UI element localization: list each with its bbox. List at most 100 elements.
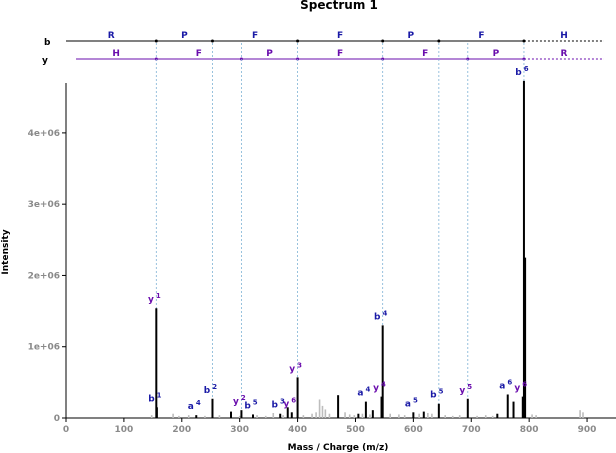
ion-number: 3 xyxy=(280,398,285,406)
y-tick-label: 3e+06 xyxy=(28,200,60,210)
ion-number: 2 xyxy=(241,394,246,402)
ion-number: 5 xyxy=(467,383,472,391)
ion-number: 4 xyxy=(382,309,387,317)
ion-type: b xyxy=(204,386,211,396)
ion-number: 5 xyxy=(439,388,444,396)
ion-number: 6 xyxy=(507,378,512,386)
b-residue: P xyxy=(407,31,414,41)
b-break-dot xyxy=(154,39,158,43)
b-residue: H xyxy=(560,31,568,41)
ion-number: 1 xyxy=(157,391,162,399)
b-ladder-label: b xyxy=(44,38,51,48)
ion-type: b xyxy=(430,391,437,401)
b-residue: R xyxy=(108,31,115,41)
annotated-peaks xyxy=(155,80,527,418)
ion-type: a xyxy=(357,389,363,399)
ion-type: b xyxy=(515,68,522,78)
ion-number: 4 xyxy=(365,386,370,394)
ion-type: b xyxy=(374,312,381,322)
b-break-dot xyxy=(437,39,441,43)
ion-type: a xyxy=(499,381,505,391)
b-residue: F xyxy=(252,31,258,41)
axes xyxy=(65,83,616,419)
b-break-dot xyxy=(381,39,385,43)
ion-type: y xyxy=(373,384,379,394)
ion-number: 2 xyxy=(212,383,217,391)
b-residue: F xyxy=(478,31,484,41)
b-break-dot xyxy=(296,39,300,43)
ion-type: b xyxy=(272,401,279,411)
ion-number: 6 xyxy=(291,396,296,404)
y-residue: H xyxy=(112,49,120,59)
b-break-dot xyxy=(210,39,214,43)
ion-type: y xyxy=(148,295,154,305)
y-residue: F xyxy=(422,49,428,59)
y-tick-label: 1e+06 xyxy=(28,343,60,353)
x-tick-label: 600 xyxy=(404,425,423,435)
ion-type: a xyxy=(405,399,411,409)
ion-number: 6 xyxy=(524,65,529,73)
y-residue: P xyxy=(493,49,500,59)
x-tick-label: 100 xyxy=(114,425,133,435)
b-break-dot xyxy=(522,39,526,43)
y-residue: F xyxy=(337,49,343,59)
x-tick-label: 900 xyxy=(578,425,597,435)
y-tick-label: 4e+06 xyxy=(28,129,60,139)
x-tick-label: 200 xyxy=(172,425,191,435)
ion-type: y xyxy=(289,364,295,374)
y-ladder-label: y xyxy=(42,56,48,66)
x-tick-label: 500 xyxy=(346,425,365,435)
sequence-ladder: b y R P F F P F HH F P F F P R xyxy=(42,31,604,66)
x-tick-label: 0 xyxy=(63,425,69,435)
b-residue: F xyxy=(337,31,343,41)
y-tick-label: 2e+06 xyxy=(28,271,60,281)
ion-number: 4 xyxy=(381,381,386,389)
x-tick-label: 800 xyxy=(520,425,539,435)
fragment-guides xyxy=(155,43,525,418)
ion-type: y xyxy=(233,397,239,407)
b-residue: P xyxy=(181,31,188,41)
ladder-lines xyxy=(66,39,604,61)
ion-number: 5 xyxy=(253,398,258,406)
ion-number: 1 xyxy=(156,292,161,300)
y-axis-title: Intensity xyxy=(1,229,11,274)
x-tick-label: 300 xyxy=(230,425,249,435)
ion-type: a xyxy=(188,402,194,412)
ion-type: y xyxy=(283,399,289,409)
ion-type: y xyxy=(514,384,520,394)
y-ticks: 0 1e+06 2e+06 3e+06 4e+06 xyxy=(28,129,66,424)
chart-title: Spectrum 1 xyxy=(300,0,378,12)
ion-type: y xyxy=(459,386,465,396)
ion-type: b xyxy=(244,401,251,411)
y-residue: F xyxy=(196,49,202,59)
ion-type: b xyxy=(148,394,155,404)
y-tick-label: 0 xyxy=(54,414,60,424)
ladder-letters: R P F F P F HH F P F F P R xyxy=(108,31,568,59)
ion-number: 5 xyxy=(413,396,418,404)
unannotated-peaks xyxy=(150,399,584,418)
x-ticks: 0 100 200 300 400 500 600 700 800 900 xyxy=(63,418,597,435)
x-axis-title: Mass / Charge (m/z) xyxy=(288,443,389,453)
ion-labels: y 1b 1a 4b 2y 2b 5 b 3y 6y 3a 4 y 4b 4a 5 b 5 y 5 a 6y 6b 6 xyxy=(148,65,529,412)
ion-number: 3 xyxy=(297,361,302,369)
y-residue: P xyxy=(266,49,273,59)
